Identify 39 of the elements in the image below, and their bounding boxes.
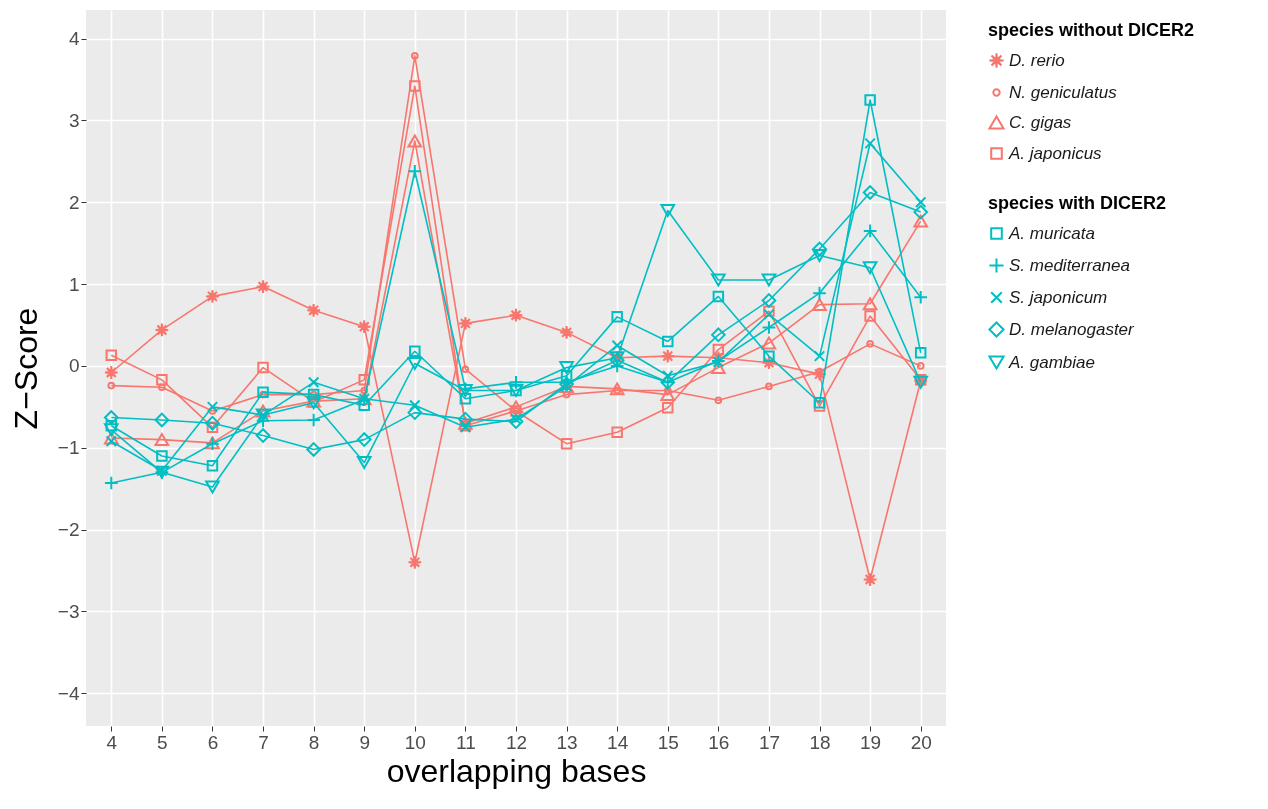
legend-label: A. gambiae xyxy=(1008,352,1095,372)
x-tick-label: 14 xyxy=(607,731,629,753)
x-tick-label: 17 xyxy=(758,731,781,753)
x-tick-label: 16 xyxy=(708,731,730,753)
y-tick-label: −3 xyxy=(57,600,80,622)
y-tick-label: 3 xyxy=(68,109,80,131)
x-tick-label: 10 xyxy=(404,731,426,753)
x-tick-label: 6 xyxy=(207,731,219,753)
y-tick-label: 4 xyxy=(68,28,80,50)
legend-label: D. rerio xyxy=(1009,50,1065,70)
legend-label: S. japonicum xyxy=(1009,287,1108,307)
legend-label: A. muricata xyxy=(1008,223,1095,243)
text: species without DICER2 xyxy=(988,20,1195,40)
legend-label: N. geniculatus xyxy=(1009,82,1118,102)
y-tick-label: −4 xyxy=(57,682,80,704)
x-tick-label: 15 xyxy=(657,731,679,753)
y-axis-title: Z−Score xyxy=(7,307,44,430)
y-tick-label: −2 xyxy=(57,519,80,541)
y-tick-label: 1 xyxy=(68,273,80,295)
x-tick-label: 12 xyxy=(505,731,528,753)
y-tick-label: 0 xyxy=(68,355,80,377)
y-tick-label: −1 xyxy=(57,437,80,459)
legend-label: D. melanogaster xyxy=(1009,319,1136,339)
x-tick-label: 11 xyxy=(456,731,476,753)
text: species with DICER2 xyxy=(988,193,1167,213)
x-axis-title: overlapping bases xyxy=(386,752,647,789)
x-tick-label: 8 xyxy=(308,731,320,753)
legend-label: S. mediterranea xyxy=(1009,255,1130,275)
x-tick-label: 5 xyxy=(157,731,168,753)
legend-label: C. gigas xyxy=(1009,112,1072,132)
x-tick-label: 4 xyxy=(106,731,118,753)
x-tick-label: 18 xyxy=(809,731,831,753)
x-tick-label: 13 xyxy=(556,731,578,753)
legend-label: A. japonicus xyxy=(1008,143,1103,163)
x-tick-label: 7 xyxy=(258,731,269,753)
x-tick-label: 19 xyxy=(860,731,882,753)
x-tick-label: 20 xyxy=(910,731,932,753)
x-tick-label: 9 xyxy=(359,731,371,753)
y-tick-label: 2 xyxy=(68,191,80,213)
